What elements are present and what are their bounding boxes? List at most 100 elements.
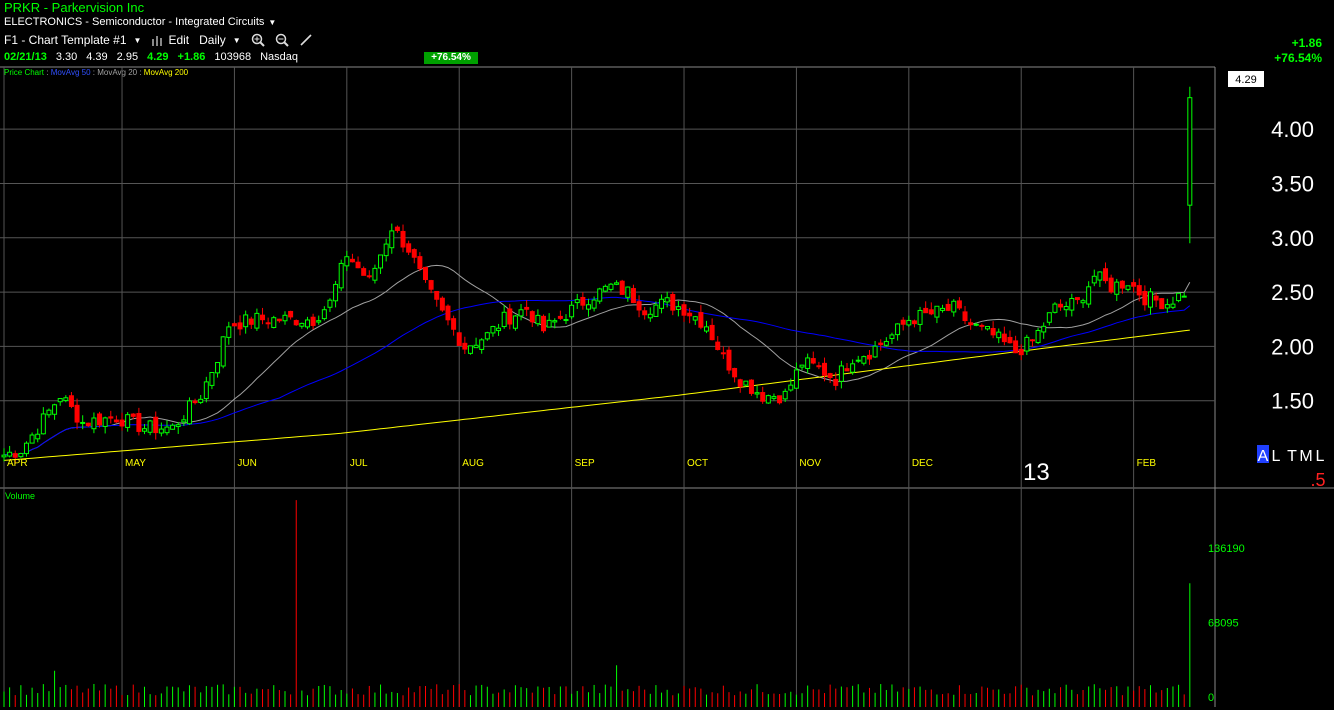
candle-body [838, 365, 844, 382]
quote-exchange: Nasdaq [260, 51, 298, 63]
candle-body [220, 336, 226, 367]
corner-letter: M [1299, 448, 1312, 465]
candle-body [816, 365, 822, 368]
candle-body [158, 428, 164, 434]
quote-date: 02/21/13 [4, 51, 47, 63]
candle-body [164, 426, 170, 434]
candle-body [659, 298, 665, 309]
candle-body [1147, 291, 1153, 308]
candle-body [985, 326, 990, 330]
candle-body [619, 280, 625, 295]
pencil-icon [300, 34, 312, 46]
candle-body [928, 309, 934, 315]
period-dropdown[interactable]: Daily ▼ [199, 33, 241, 47]
month-tick-label: MAY [125, 458, 146, 469]
ma20-line [3, 264, 1191, 456]
candle-body [423, 266, 428, 281]
price-tick-label: 3.00 [1271, 226, 1314, 251]
last-price-label: 4.29 [1235, 74, 1256, 86]
candle-body [900, 319, 906, 325]
year-label: 13 [1023, 459, 1050, 486]
candle-body [12, 453, 18, 458]
candle-body [484, 332, 490, 340]
chevron-down-icon: ▼ [133, 35, 142, 45]
bar-chart-icon [152, 36, 163, 46]
candle-body [810, 358, 816, 364]
candle-body [861, 356, 867, 364]
template-dropdown[interactable]: F1 - Chart Template #1 ▼ [4, 33, 141, 47]
candle-body [1046, 312, 1052, 323]
candle-body [973, 323, 979, 326]
candle-body [524, 306, 530, 310]
candle-body [254, 312, 260, 329]
volume-title: Volume [5, 491, 35, 501]
candle-body [265, 322, 271, 325]
candle-body [80, 421, 86, 424]
candle-body [788, 384, 794, 391]
candle-body [754, 392, 760, 395]
candle-body [765, 395, 771, 404]
candle-body [681, 304, 687, 316]
candle-body [181, 419, 187, 423]
candle-body [226, 326, 232, 338]
zoom-in-button[interactable] [251, 33, 265, 47]
candle-body [462, 342, 468, 350]
candle-body [186, 400, 192, 425]
candle-body [1029, 339, 1035, 342]
candle-body [85, 422, 91, 427]
candle-body [630, 288, 636, 304]
corner-value: .5 [1310, 470, 1325, 490]
candle-body [1108, 277, 1114, 293]
last-price-box [1228, 71, 1264, 87]
candle-body [546, 319, 552, 328]
candle-body [349, 258, 355, 263]
price-tick-label: 4.00 [1271, 117, 1314, 142]
chart-legend: Price Chart : MovAvg 50 : MovAvg 20 : Mo… [4, 68, 189, 77]
legend-price: Price Chart [4, 68, 45, 77]
candle-body [782, 390, 788, 400]
candle-body [333, 283, 339, 302]
candle-body [602, 285, 608, 292]
month-tick-label: OCT [687, 458, 708, 469]
sector-dropdown[interactable]: ELECTRONICS - Semiconductor - Integrated… [4, 16, 276, 28]
price-tick-label: 2.50 [1271, 280, 1314, 305]
candle-body [7, 451, 13, 457]
candle-body [282, 314, 288, 322]
candle-body [383, 243, 389, 257]
candle-body [979, 324, 985, 327]
candle-body [102, 417, 108, 427]
candle-body [771, 396, 777, 399]
candle-body [434, 290, 440, 300]
candle-body [338, 262, 344, 289]
candle-body [288, 310, 294, 318]
candle-body [653, 304, 659, 317]
candle-body [170, 424, 176, 430]
zoom-out-button[interactable] [275, 33, 289, 47]
month-tick-label: DEC [912, 458, 933, 469]
candle-body [777, 395, 783, 404]
candle-body [501, 311, 507, 328]
edit-button[interactable]: Edit [151, 33, 189, 47]
candle-body [473, 344, 479, 349]
candle-body [850, 363, 856, 373]
candle-body [389, 230, 395, 249]
candle-body [23, 442, 29, 455]
candle-body [968, 322, 974, 326]
candle-body [715, 341, 721, 350]
candle-body [215, 362, 221, 374]
ma50-line [3, 296, 1191, 456]
candle-body [1136, 285, 1142, 296]
candle-body [1091, 275, 1097, 284]
candle-body [209, 372, 215, 386]
candle-body [1170, 303, 1176, 308]
candle-body [276, 318, 282, 322]
candle-body [74, 404, 80, 423]
candle-body [1153, 295, 1159, 301]
candle-body [271, 317, 277, 328]
candle-body [911, 320, 917, 325]
candle-body [108, 416, 114, 419]
draw-tool-button[interactable] [299, 33, 313, 47]
candle-body [675, 306, 681, 310]
candle-body [642, 310, 648, 316]
